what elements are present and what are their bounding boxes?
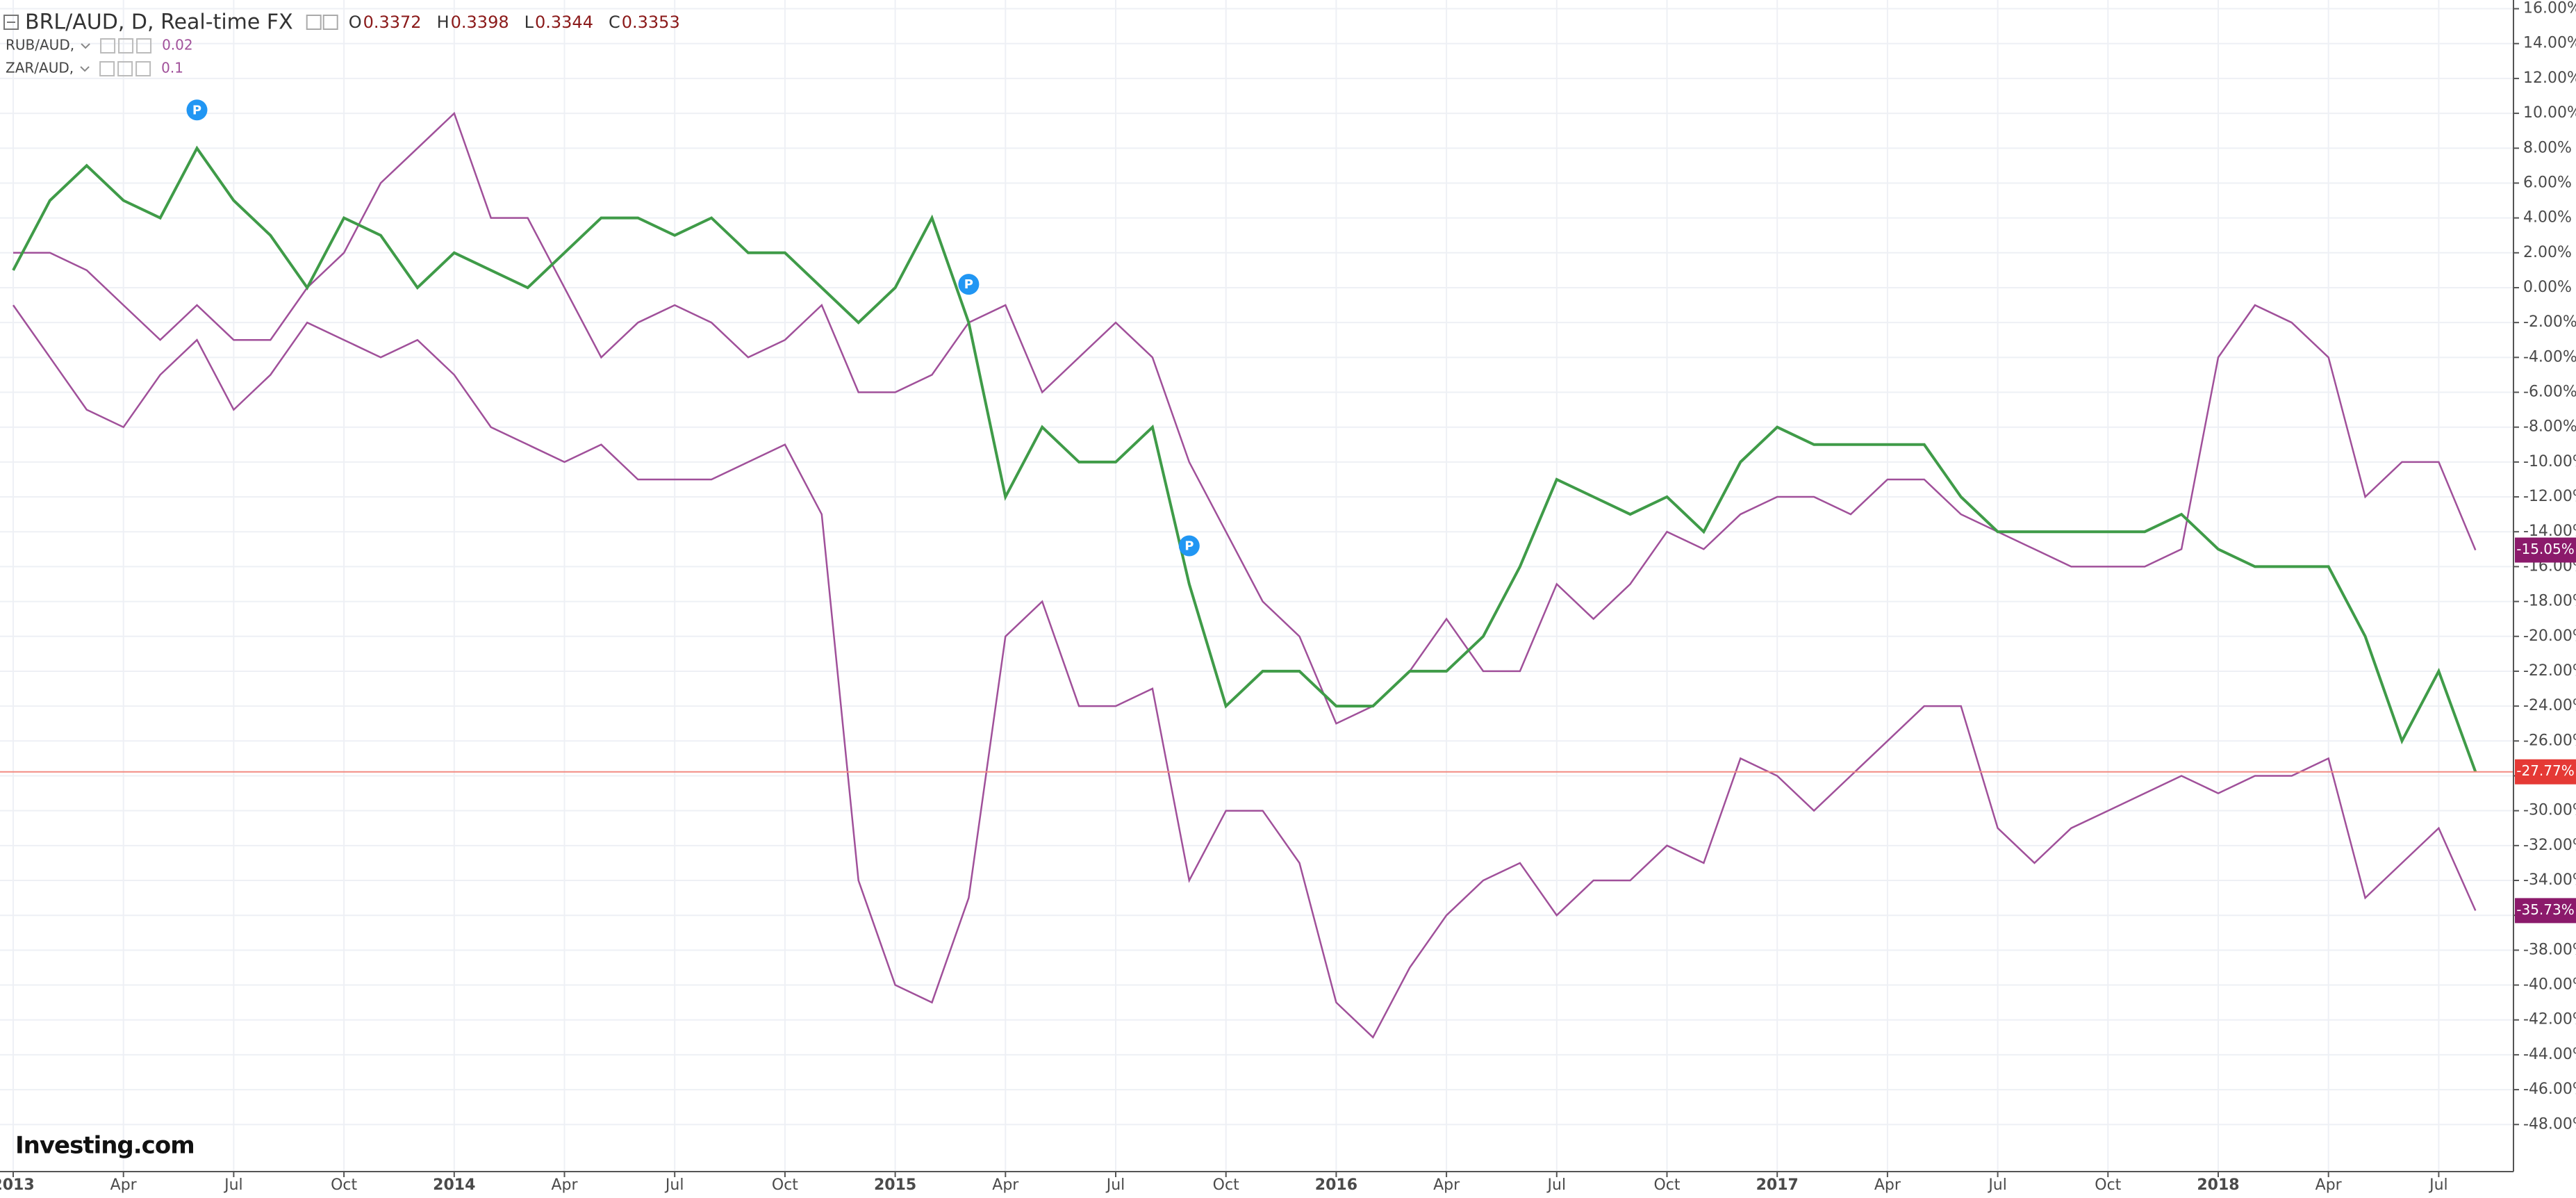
y-tick-label: -44.00% [2523,1046,2576,1063]
y-tick-label: -26.00% [2523,732,2576,749]
y-tick-label: 8.00% [2523,139,2572,156]
x-tick-label: Jul [2428,1176,2448,1194]
x-tick-label: Oct [331,1176,357,1194]
x-tick-label: Apr [110,1176,138,1194]
x-tick-label: Jul [664,1176,684,1194]
x-tick-label: Apr [1433,1176,1460,1194]
y-tick-label: -22.00% [2523,662,2576,680]
last-value-label: -15.05% [2516,541,2574,557]
x-tick-label: Jul [1987,1176,2007,1194]
legend-caret [80,66,90,72]
y-tick-label: 4.00% [2523,209,2572,227]
legend-button[interactable] [135,61,151,76]
legend-value: 0.02 [162,37,193,54]
y-tick-label: -40.00% [2523,976,2576,994]
x-tick-label: 2018 [2197,1176,2239,1194]
annotation-marker [186,99,208,121]
series-line [12,304,2477,1039]
legend-caret [81,43,90,49]
y-tick-label: -20.00% [2523,627,2576,645]
y-tick-label: -10.00% [2523,453,2576,470]
y-tick-label: -8.00% [2523,418,2576,436]
x-tick-label: 2013 [0,1176,35,1194]
annotation-text: P [192,103,201,117]
x-tick-label: 2015 [874,1176,916,1194]
y-tick-label: 16.00% [2523,0,2576,17]
quote-label: H [437,13,449,32]
x-tick-label: Apr [992,1176,1019,1194]
quote-value: 0.3372 [363,13,422,32]
y-tick-label: 0.00% [2523,279,2572,296]
annotation-marker [958,274,980,295]
x-tick-label: Apr [2315,1176,2343,1194]
quote-label: C [609,13,620,32]
x-tick-label: Jul [223,1176,243,1194]
x-tick-label: Oct [772,1176,798,1194]
x-tick-label: Jul [1546,1176,1567,1194]
y-tick-label: -38.00% [2523,941,2576,958]
y-tick-label: -6.00% [2523,384,2576,401]
legend-name: ZAR/AUD, [6,60,74,76]
legend: RUB/AUD, 0.02 ZAR/AUD, 0.1 [6,37,193,76]
legend-value: 0.1 [161,60,183,76]
annotation-marker [1178,535,1200,557]
annotation-text: P [964,277,973,292]
grid [0,0,2513,1172]
quote-value: 0.3353 [622,13,680,32]
y-tick-label: 6.00% [2523,174,2572,191]
y-tick-label: 2.00% [2523,244,2572,261]
x-tick-label: 2014 [433,1176,475,1194]
y-tick-label: -4.00% [2523,348,2576,366]
x-tick-label: Oct [1213,1176,1239,1194]
legend-button[interactable] [117,61,133,76]
x-tick-label: Jul [1105,1176,1125,1194]
y-tick-label: -30.00% [2523,802,2576,819]
annotation-text: P [1184,539,1194,553]
legend-button[interactable] [136,38,152,54]
series-line [13,111,2477,725]
quote-label: L [525,13,534,32]
y-tick-label: -46.00% [2523,1081,2576,1098]
hide-button[interactable] [322,15,338,30]
last-value-box [2515,898,2576,924]
collapse-button[interactable] [3,15,19,30]
source-logo: Investing.com [15,1132,195,1160]
x-tick-label: 2017 [1756,1176,1799,1194]
x-tick-label: Oct [2095,1176,2121,1194]
last-value-label: -27.77% [2516,762,2574,779]
y-tick-label: -42.00% [2523,1011,2576,1028]
series-layer [0,111,2513,1039]
x-tick-label: Oct [1653,1176,1680,1194]
y-tick-label: 10.00% [2523,104,2576,122]
legend-name: RUB/AUD, [6,37,74,54]
legend-button[interactable] [100,38,116,54]
y-tick-label: -24.00% [2523,697,2576,714]
last-value-box [2515,759,2576,785]
quote-label: O [349,13,362,32]
y-tick-label: -18.00% [2523,593,2576,610]
chart-title: BRL/AUD, D, Real-time FX [25,10,293,35]
y-tick-label: 14.00% [2523,35,2576,52]
y-tick-label: -32.00% [2523,837,2576,854]
y-tick-label: -34.00% [2523,871,2576,889]
y-tick-label: -48.00% [2523,1115,2576,1133]
x-tick-label: Apr [1874,1176,1901,1194]
y-tick-label: 12.00% [2523,69,2576,87]
quote-value: 0.3344 [535,13,593,32]
y-tick-label: -2.00% [2523,313,2576,331]
x-tick-label: 2016 [1315,1176,1357,1194]
last-value-label: -35.73% [2516,901,2574,918]
y-tick-label: -12.00% [2523,488,2576,505]
series-line [12,145,2477,773]
x-tick-label: Apr [551,1176,578,1194]
legend-button[interactable] [118,38,134,54]
settings-button[interactable] [306,15,322,30]
legend-button[interactable] [99,61,115,76]
quote-value: 0.3398 [451,13,509,32]
last-value-box [2515,537,2576,563]
y-tick-label: -14.00% [2523,523,2576,540]
